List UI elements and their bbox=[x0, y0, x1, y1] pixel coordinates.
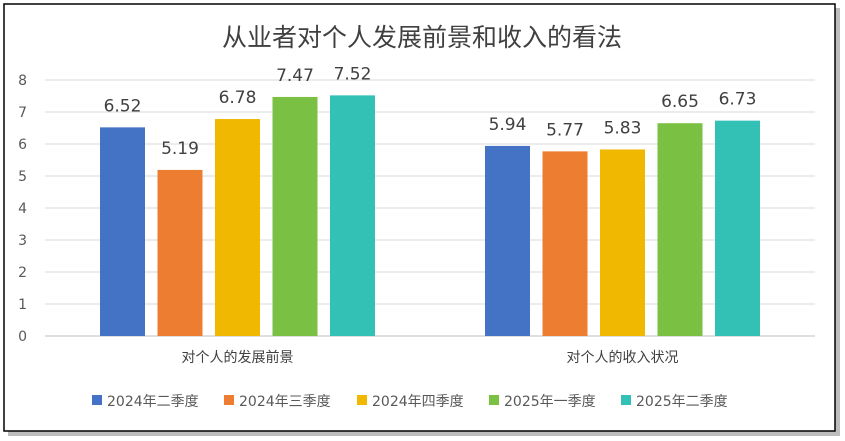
bar bbox=[215, 119, 260, 336]
legend-item: 2025年二季度 bbox=[621, 394, 728, 410]
legend-label: 2024年二季度 bbox=[107, 394, 199, 410]
data-label: 5.83 bbox=[604, 118, 642, 138]
bar bbox=[157, 169, 203, 336]
data-label: 5.94 bbox=[489, 115, 527, 135]
data-label: 6.65 bbox=[661, 92, 699, 112]
y-tick-label: 7 bbox=[18, 105, 27, 121]
y-tick-label: 3 bbox=[18, 233, 27, 249]
data-label: 6.73 bbox=[719, 90, 757, 110]
legend-item: 2024年二季度 bbox=[92, 394, 199, 410]
y-tick-label: 2 bbox=[18, 265, 27, 281]
data-label: 5.77 bbox=[546, 120, 584, 140]
data-label: 7.52 bbox=[334, 64, 372, 84]
y-tick-label: 4 bbox=[18, 201, 27, 217]
legend-label: 2024年三季度 bbox=[239, 394, 331, 410]
data-label: 5.19 bbox=[161, 139, 199, 159]
chart-title: 从业者对个人发展前景和收入的看法 bbox=[222, 23, 622, 52]
bar bbox=[485, 145, 530, 336]
y-tick-label: 1 bbox=[18, 297, 27, 313]
y-tick-label: 5 bbox=[18, 169, 27, 185]
legend-swatch bbox=[489, 395, 499, 405]
data-label: 6.52 bbox=[104, 96, 142, 116]
legend-swatch bbox=[357, 395, 367, 405]
bar bbox=[600, 149, 645, 336]
legend-item: 2024年三季度 bbox=[224, 394, 331, 410]
x-category-label: 对个人的收入状况 bbox=[567, 350, 679, 366]
legend-label: 2024年四季度 bbox=[372, 394, 464, 410]
y-tick-label: 6 bbox=[18, 137, 27, 153]
data-label: 7.47 bbox=[276, 66, 314, 86]
bar bbox=[657, 123, 703, 336]
x-category-label: 对个人的发展前景 bbox=[182, 349, 294, 366]
legend-item: 2024年四季度 bbox=[357, 394, 464, 410]
bar bbox=[715, 120, 760, 336]
legend-label: 2025年二季度 bbox=[636, 394, 728, 410]
y-tick-label: 0 bbox=[18, 329, 27, 345]
data-label: 6.78 bbox=[219, 88, 257, 108]
bar bbox=[542, 151, 588, 336]
bar bbox=[272, 96, 318, 337]
legend-item: 2025年一季度 bbox=[489, 394, 596, 410]
legend-label: 2025年一季度 bbox=[504, 394, 596, 410]
legend-swatch bbox=[92, 395, 102, 405]
legend-swatch bbox=[224, 395, 234, 405]
bar bbox=[330, 95, 375, 336]
legend-swatch bbox=[621, 395, 631, 405]
bar bbox=[100, 127, 145, 336]
y-tick-label: 8 bbox=[18, 73, 27, 89]
